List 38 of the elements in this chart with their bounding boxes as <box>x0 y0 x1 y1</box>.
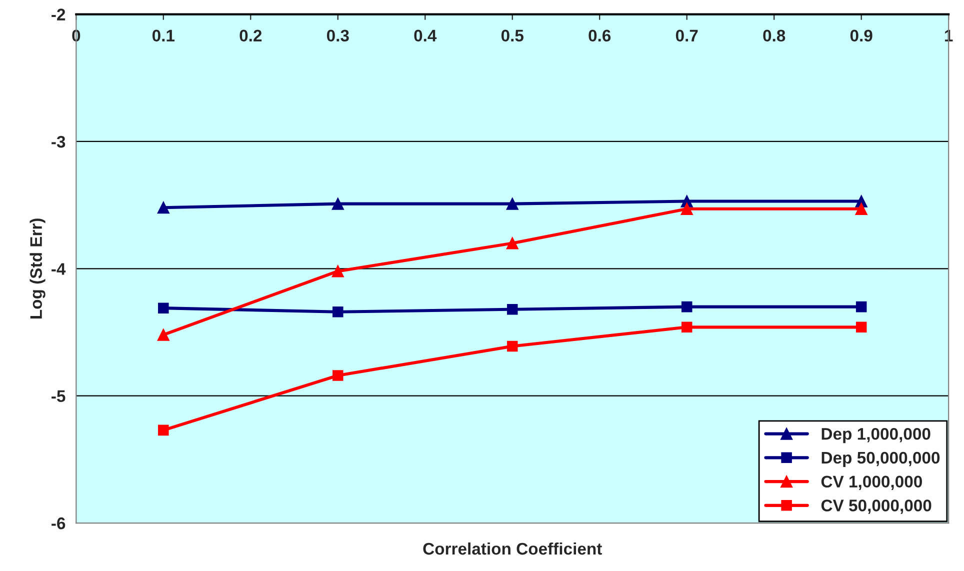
y-tick-label: -4 <box>52 263 66 275</box>
point <box>856 322 867 333</box>
point <box>681 301 692 312</box>
legend-label: Dep 50,000,000 <box>822 452 940 467</box>
point <box>158 424 169 436</box>
point <box>506 340 518 352</box>
point <box>856 301 867 312</box>
x-tick-label: 0.7 <box>676 30 698 42</box>
legend-label: Dep 1,000,000 <box>822 428 930 444</box>
point <box>332 265 344 278</box>
y-tick-label: -5 <box>52 390 66 402</box>
point <box>855 202 868 215</box>
point <box>332 370 344 381</box>
x-tick-label: 0.1 <box>152 30 175 42</box>
point <box>157 328 170 341</box>
y-tick-label: -6 <box>52 517 66 530</box>
point <box>332 306 344 318</box>
x-tick-label: 0.8 <box>763 30 786 42</box>
x-tick-label: 0.2 <box>240 30 262 42</box>
y-tick-label: -3 <box>52 136 66 148</box>
point <box>506 237 518 250</box>
x-tick-label: 0.9 <box>850 30 872 42</box>
point <box>158 302 169 314</box>
y-axis-title: Log (Std Err) <box>30 218 46 318</box>
point <box>157 202 170 214</box>
x-axis-title: Correlation Coefficient <box>423 542 602 555</box>
x-tick-label: 0.4 <box>414 30 437 42</box>
x-tick-label: 0.6 <box>588 30 611 42</box>
x-tick-label: 0.5 <box>501 30 524 42</box>
legend-label: CV 1,000,000 <box>821 476 922 490</box>
point <box>332 198 344 210</box>
point <box>680 202 693 215</box>
point <box>681 322 692 333</box>
y-tick-label: -2 <box>52 8 66 20</box>
legend-label: CV 50,000,000 <box>821 500 932 514</box>
x-tick-label: 0.3 <box>326 30 349 42</box>
point <box>506 304 518 315</box>
point <box>506 198 518 210</box>
